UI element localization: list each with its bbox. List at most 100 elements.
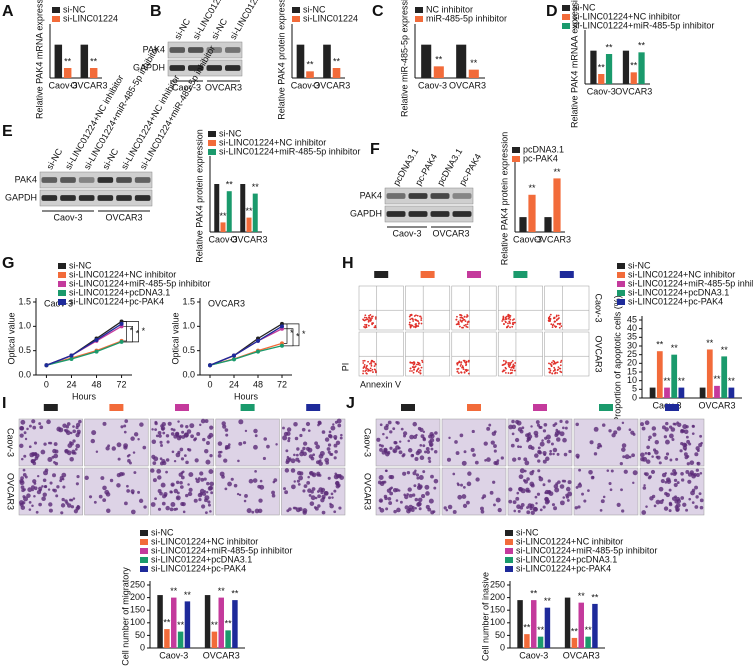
event [467,372,470,375]
cell [647,438,651,442]
legend-label: NC inhibitor [426,4,473,14]
cell [312,453,316,457]
cell [419,444,423,447]
cell [317,423,320,427]
cell [208,469,214,475]
band [408,211,428,217]
row-label: OVCAR3 [363,473,373,510]
cell [668,502,673,507]
cell [323,490,329,496]
cell [470,447,475,452]
event [458,323,460,326]
cell [386,450,391,455]
legend-swatch [58,272,66,278]
event [504,366,507,369]
cell [126,454,130,458]
cell [645,505,648,508]
cell [311,487,316,491]
cell [510,443,515,448]
x-tick-label: Caov-3 [48,80,77,90]
bar [664,387,670,398]
event [551,361,553,364]
event [502,359,505,362]
legend-label: si-NC [628,260,651,270]
legend-label: si-NC [69,260,92,270]
cell [318,453,324,459]
cell [155,434,159,438]
cell [524,479,528,484]
cell [412,421,418,427]
cell [133,471,137,475]
event [366,372,368,375]
bar [323,44,331,78]
bar [544,607,551,648]
cell [209,510,212,513]
cell [91,430,97,436]
x-tick-label: Caov-3 [587,86,616,96]
point [280,343,284,348]
bar [699,387,706,398]
cell [630,430,635,435]
event [411,361,414,364]
cell [583,499,587,503]
legend-swatch [58,299,66,305]
panel-letter: I [2,395,6,412]
image-panel [405,331,451,377]
cell [208,432,214,438]
bracket [284,323,288,344]
event [374,363,377,366]
cell [65,430,71,436]
cell [395,499,399,502]
event [413,363,416,365]
event [371,323,374,326]
group-key [306,404,321,411]
bar [421,44,432,78]
cell [466,500,470,505]
group-key [109,404,124,411]
cell [395,445,400,450]
cell [456,482,460,485]
event [456,315,458,318]
cell [521,426,525,430]
cell [38,502,42,507]
cell [529,470,534,476]
cell [188,487,193,492]
cell [202,437,206,442]
cell [204,419,209,423]
y-axis-title: Relative PAK4 mRNA expression [34,0,44,119]
cell [457,494,463,500]
cell [328,496,331,500]
event [413,368,416,371]
y-tick-label: 10 [627,375,637,385]
cell [204,511,208,515]
cell [694,485,699,490]
cell [161,501,166,506]
cell [665,421,669,426]
cell [491,431,496,436]
cell [167,421,172,426]
event [362,370,365,372]
event [367,360,369,363]
cell [663,435,667,439]
significance: * [290,328,294,338]
cell [53,453,59,459]
cell [387,496,392,501]
cell [543,422,548,427]
x-tick-label: OVCAR3 [534,234,571,244]
cell [581,492,584,496]
significance: * [136,328,140,338]
event [560,325,563,328]
event [513,369,516,372]
legend-label: si-LINC01224+pc-PAK4 [69,296,164,306]
event [514,321,516,324]
event [557,317,560,320]
event [364,323,366,326]
cell [130,509,136,515]
legend-label: si-LINC01224+miR-485-5p inhibitor [516,545,657,555]
cell [577,483,583,488]
event [511,360,514,362]
event [411,324,414,327]
bar [714,385,720,398]
event [365,365,368,368]
